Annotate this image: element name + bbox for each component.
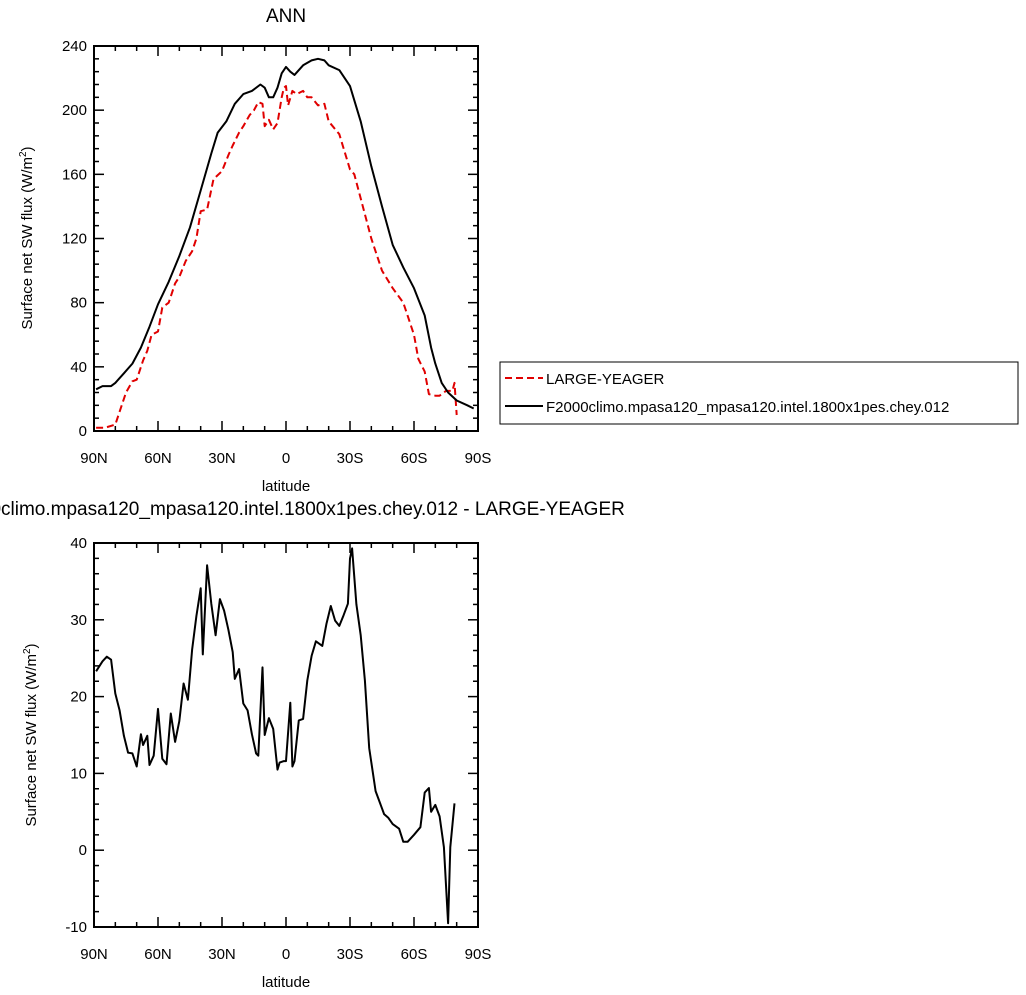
bottom-panel-title: F2000climo.mpasa120_mpasa120.intel.1800x… (0, 499, 625, 520)
top-y-tick-labels: 0 40 80 120 160 200 240 (62, 38, 87, 440)
top-x-tick-label: 60S (401, 450, 428, 467)
legend-label-f2000climo: F2000climo.mpasa120_mpasa120.intel.1800x… (546, 399, 949, 416)
bottom-y-tick-label: 10 (70, 765, 87, 782)
bottom-y-tick-label: 30 (70, 612, 87, 629)
bottom-y-tick-labels: -10 0 10 20 30 40 (65, 535, 87, 936)
top-series-line-0 (96, 85, 458, 429)
bottom-x-tick-label: 90S (465, 946, 492, 963)
top-y-tick-label: 240 (62, 38, 87, 55)
bottom-series-line-0 (95, 547, 456, 925)
top-y-tick-label: 200 (62, 102, 87, 119)
bottom-x-tick-label: 60N (144, 946, 172, 963)
top-x-tick-label: 30S (337, 450, 364, 467)
top-x-tick-label: 90N (80, 450, 108, 467)
legend-label-large-yeager: LARGE-YEAGER (546, 371, 665, 388)
top-y-tick-label: 160 (62, 166, 87, 183)
bottom-y-axis-title: Surface net SW flux (W/m2) (22, 643, 40, 826)
top-x-tick-label: 60N (144, 450, 172, 467)
top-x-tick-label: 30N (208, 450, 236, 467)
top-y-tick-label: 120 (62, 231, 87, 248)
top-panel-title: ANN (266, 6, 306, 27)
top-x-tick-label: 90S (465, 450, 492, 467)
bottom-plot-frame (93, 542, 479, 928)
top-series-lines (95, 57, 475, 429)
bottom-x-tick-label: 90N (80, 946, 108, 963)
bottom-y-tick-label: 20 (70, 689, 87, 706)
bottom-panel: F2000climo.mpasa120_mpasa120.intel.1800x… (0, 499, 625, 991)
top-series-line-1 (95, 57, 475, 410)
top-x-axis-title: latitude (262, 478, 310, 495)
bottom-y-tick-label: 40 (70, 535, 87, 552)
legend: LARGE-YEAGER F2000climo.mpasa120_mpasa12… (499, 361, 1019, 425)
top-axis-ticks (93, 45, 479, 432)
top-y-axis-title: Surface net SW flux (W/m2) (18, 146, 36, 329)
bottom-x-tick-label: 0 (282, 946, 290, 963)
top-panel: ANN 90N 60N 30N 0 30S 60S 90S 0 40 80 120 160 200 24… (18, 6, 491, 495)
top-x-tick-label: 0 (282, 450, 290, 467)
bottom-x-tick-labels: 90N 60N 30N 0 30S 60S 90S (80, 946, 491, 963)
bottom-y-tick-label: 0 (79, 842, 87, 859)
top-x-tick-labels: 90N 60N 30N 0 30S 60S 90S (80, 450, 491, 467)
top-y-tick-label: 0 (79, 423, 87, 440)
top-y-tick-label: 80 (70, 295, 87, 312)
top-y-tick-label: 40 (70, 359, 87, 376)
bottom-x-tick-label: 60S (401, 946, 428, 963)
bottom-axis-ticks (93, 542, 479, 928)
bottom-x-tick-label: 30S (337, 946, 364, 963)
bottom-x-tick-label: 30N (208, 946, 236, 963)
bottom-x-axis-title: latitude (262, 974, 310, 991)
bottom-y-tick-label: -10 (65, 919, 87, 936)
top-plot-frame (93, 45, 479, 432)
bottom-series-lines (95, 547, 456, 925)
legend-box (499, 361, 1019, 425)
